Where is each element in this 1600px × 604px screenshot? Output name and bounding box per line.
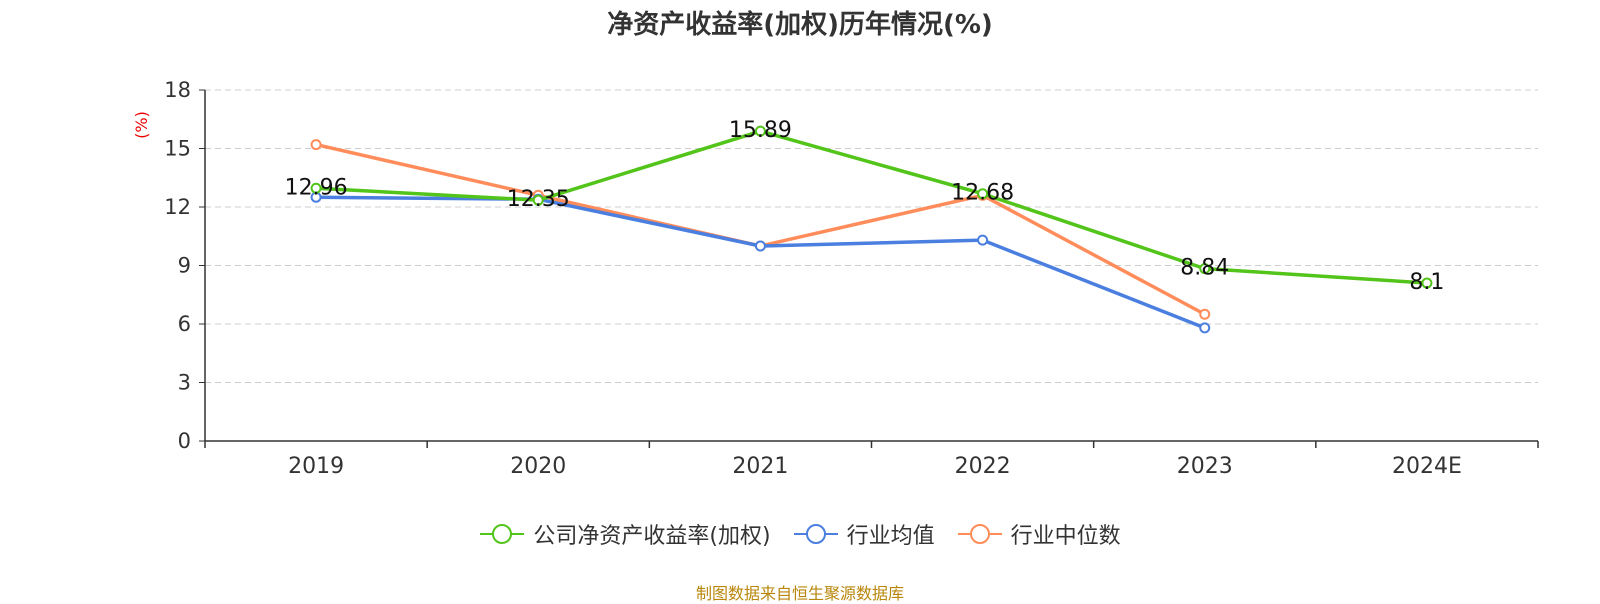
data-point — [1199, 263, 1211, 275]
chart-title: 净资产收益率(加权)历年情况(%) — [607, 10, 993, 40]
data-point — [754, 125, 766, 137]
data-label: 12.96 — [285, 175, 348, 200]
data-point — [977, 188, 989, 200]
legend-line-circle-icon — [480, 524, 525, 544]
data-label: 8.1 — [1409, 270, 1444, 295]
x-tick-label: 2020 — [510, 454, 566, 479]
data-point — [1199, 308, 1211, 320]
y-tick-label: 9 — [178, 254, 191, 278]
legend-line-circle-icon — [957, 524, 1002, 544]
legend-label: 行业均值 — [846, 524, 935, 549]
source-note: 制图数据来自恒生聚源数据库 — [695, 584, 904, 603]
data-point — [1421, 277, 1433, 289]
legend-label: 公司净资产收益率(加权) — [533, 524, 771, 549]
x-tick-label: 2022 — [955, 454, 1011, 479]
legend-label: 行业中位数 — [1010, 524, 1121, 549]
data-point — [754, 240, 766, 252]
series-line — [316, 195, 1206, 330]
legend-item[interactable]: 行业均值 — [793, 518, 935, 550]
x-tick-label: 2021 — [732, 454, 788, 479]
y-tick-label: 12 — [164, 195, 191, 219]
data-point — [310, 182, 322, 194]
x-tick-label: 2024E — [1392, 454, 1462, 479]
y-axis-label: (%) — [132, 111, 151, 139]
y-tick-label: 3 — [178, 371, 191, 395]
series-line — [315, 129, 1428, 285]
data-label: 12.68 — [951, 181, 1014, 206]
series-line — [315, 142, 1206, 316]
y-tick-label: 0 — [178, 429, 191, 453]
x-tick-label: 2023 — [1177, 454, 1233, 479]
data-label: 15.89 — [729, 118, 792, 143]
data-point — [310, 139, 322, 151]
y-tick-label: 18 — [164, 78, 191, 102]
y-tick-label: 6 — [178, 312, 191, 336]
legend-line-circle-icon — [793, 524, 838, 544]
data-point — [977, 234, 989, 246]
y-tick-label: 15 — [164, 137, 191, 161]
data-point — [532, 194, 544, 206]
x-tick-label: 2019 — [288, 454, 344, 479]
legend-item[interactable]: 公司净资产收益率(加权) — [479, 518, 771, 550]
legend: 公司净资产收益率(加权) 行业均值 行业中位数 — [0, 518, 1600, 550]
data-point — [1199, 322, 1211, 334]
legend-item[interactable]: 行业中位数 — [957, 518, 1121, 550]
data-label: 8.84 — [1180, 256, 1229, 281]
data-label: 12.35 — [507, 187, 570, 212]
